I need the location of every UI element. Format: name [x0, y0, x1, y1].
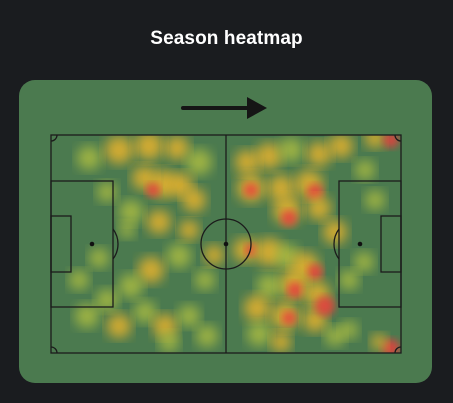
heat-blob: [281, 210, 297, 226]
heat-blob: [69, 270, 89, 290]
heat-blob: [135, 135, 163, 160]
heat-blob: [329, 135, 353, 158]
heatmap-card: [19, 80, 432, 383]
pitch-spots: [89, 241, 363, 247]
heat-blob: [75, 304, 99, 328]
heat-blob: [257, 274, 281, 298]
heat-blob: [247, 322, 271, 346]
heat-blob: [195, 270, 215, 290]
left-penalty-spot: [89, 241, 95, 247]
heat-blob: [186, 149, 212, 175]
heat-blob: [179, 220, 199, 240]
heat-blob: [307, 142, 331, 166]
heat-blob: [355, 160, 375, 180]
heat-blob: [77, 146, 101, 170]
heat-blob: [245, 244, 257, 256]
heat-blob: [325, 326, 345, 346]
heat-blob: [96, 289, 118, 311]
heat-blob: [244, 183, 258, 197]
heat-blob: [365, 135, 385, 148]
heat-blob: [138, 257, 164, 283]
heat-blob: [279, 138, 303, 162]
heat-blob: [107, 314, 131, 338]
heatmap-layer: [69, 135, 400, 353]
heat-blob: [340, 321, 358, 339]
heat-blob: [235, 150, 259, 174]
heat-blob: [119, 200, 143, 224]
heat-blob: [282, 311, 296, 325]
right-penalty-arc: [333, 228, 340, 260]
heat-blob: [89, 248, 109, 268]
heat-blob: [315, 296, 335, 316]
heat-blob: [97, 182, 117, 202]
heat-blob: [178, 305, 200, 327]
heat-blob: [371, 334, 387, 350]
heat-blob: [119, 222, 135, 238]
heat-blob: [323, 220, 347, 244]
heat-blob: [167, 244, 191, 268]
heat-blob: [307, 264, 323, 280]
heat-blob: [165, 136, 189, 160]
heat-blob: [134, 301, 156, 323]
heat-blob: [204, 245, 224, 265]
heat-blob: [196, 325, 218, 347]
heat-blob: [365, 190, 385, 210]
heat-blob: [119, 274, 143, 298]
right-goal-area: [380, 215, 402, 273]
heat-blob: [105, 136, 133, 164]
left-goal-area: [50, 215, 72, 273]
heat-blob: [159, 332, 179, 352]
heat-blob: [339, 270, 359, 290]
heat-blob: [182, 188, 206, 212]
center-circle: [200, 218, 252, 270]
heat-blob: [244, 295, 270, 321]
heat-blob: [383, 135, 399, 148]
heat-blob: [271, 332, 291, 352]
left-penalty-arc: [112, 228, 119, 260]
heat-blob: [354, 252, 374, 272]
center-spot: [223, 241, 229, 247]
heat-blob: [287, 282, 303, 298]
heat-blob: [268, 175, 294, 201]
heat-blob: [147, 210, 171, 234]
heatmap-canvas: [50, 97, 402, 354]
heat-blob: [146, 183, 160, 197]
page-title: Season heatmap: [150, 28, 303, 49]
heat-blob: [256, 143, 282, 169]
attack-direction-arrow-icon: [181, 97, 267, 119]
heat-blob: [153, 314, 177, 338]
right-penalty-spot: [357, 241, 363, 247]
heat-blob: [307, 196, 331, 220]
